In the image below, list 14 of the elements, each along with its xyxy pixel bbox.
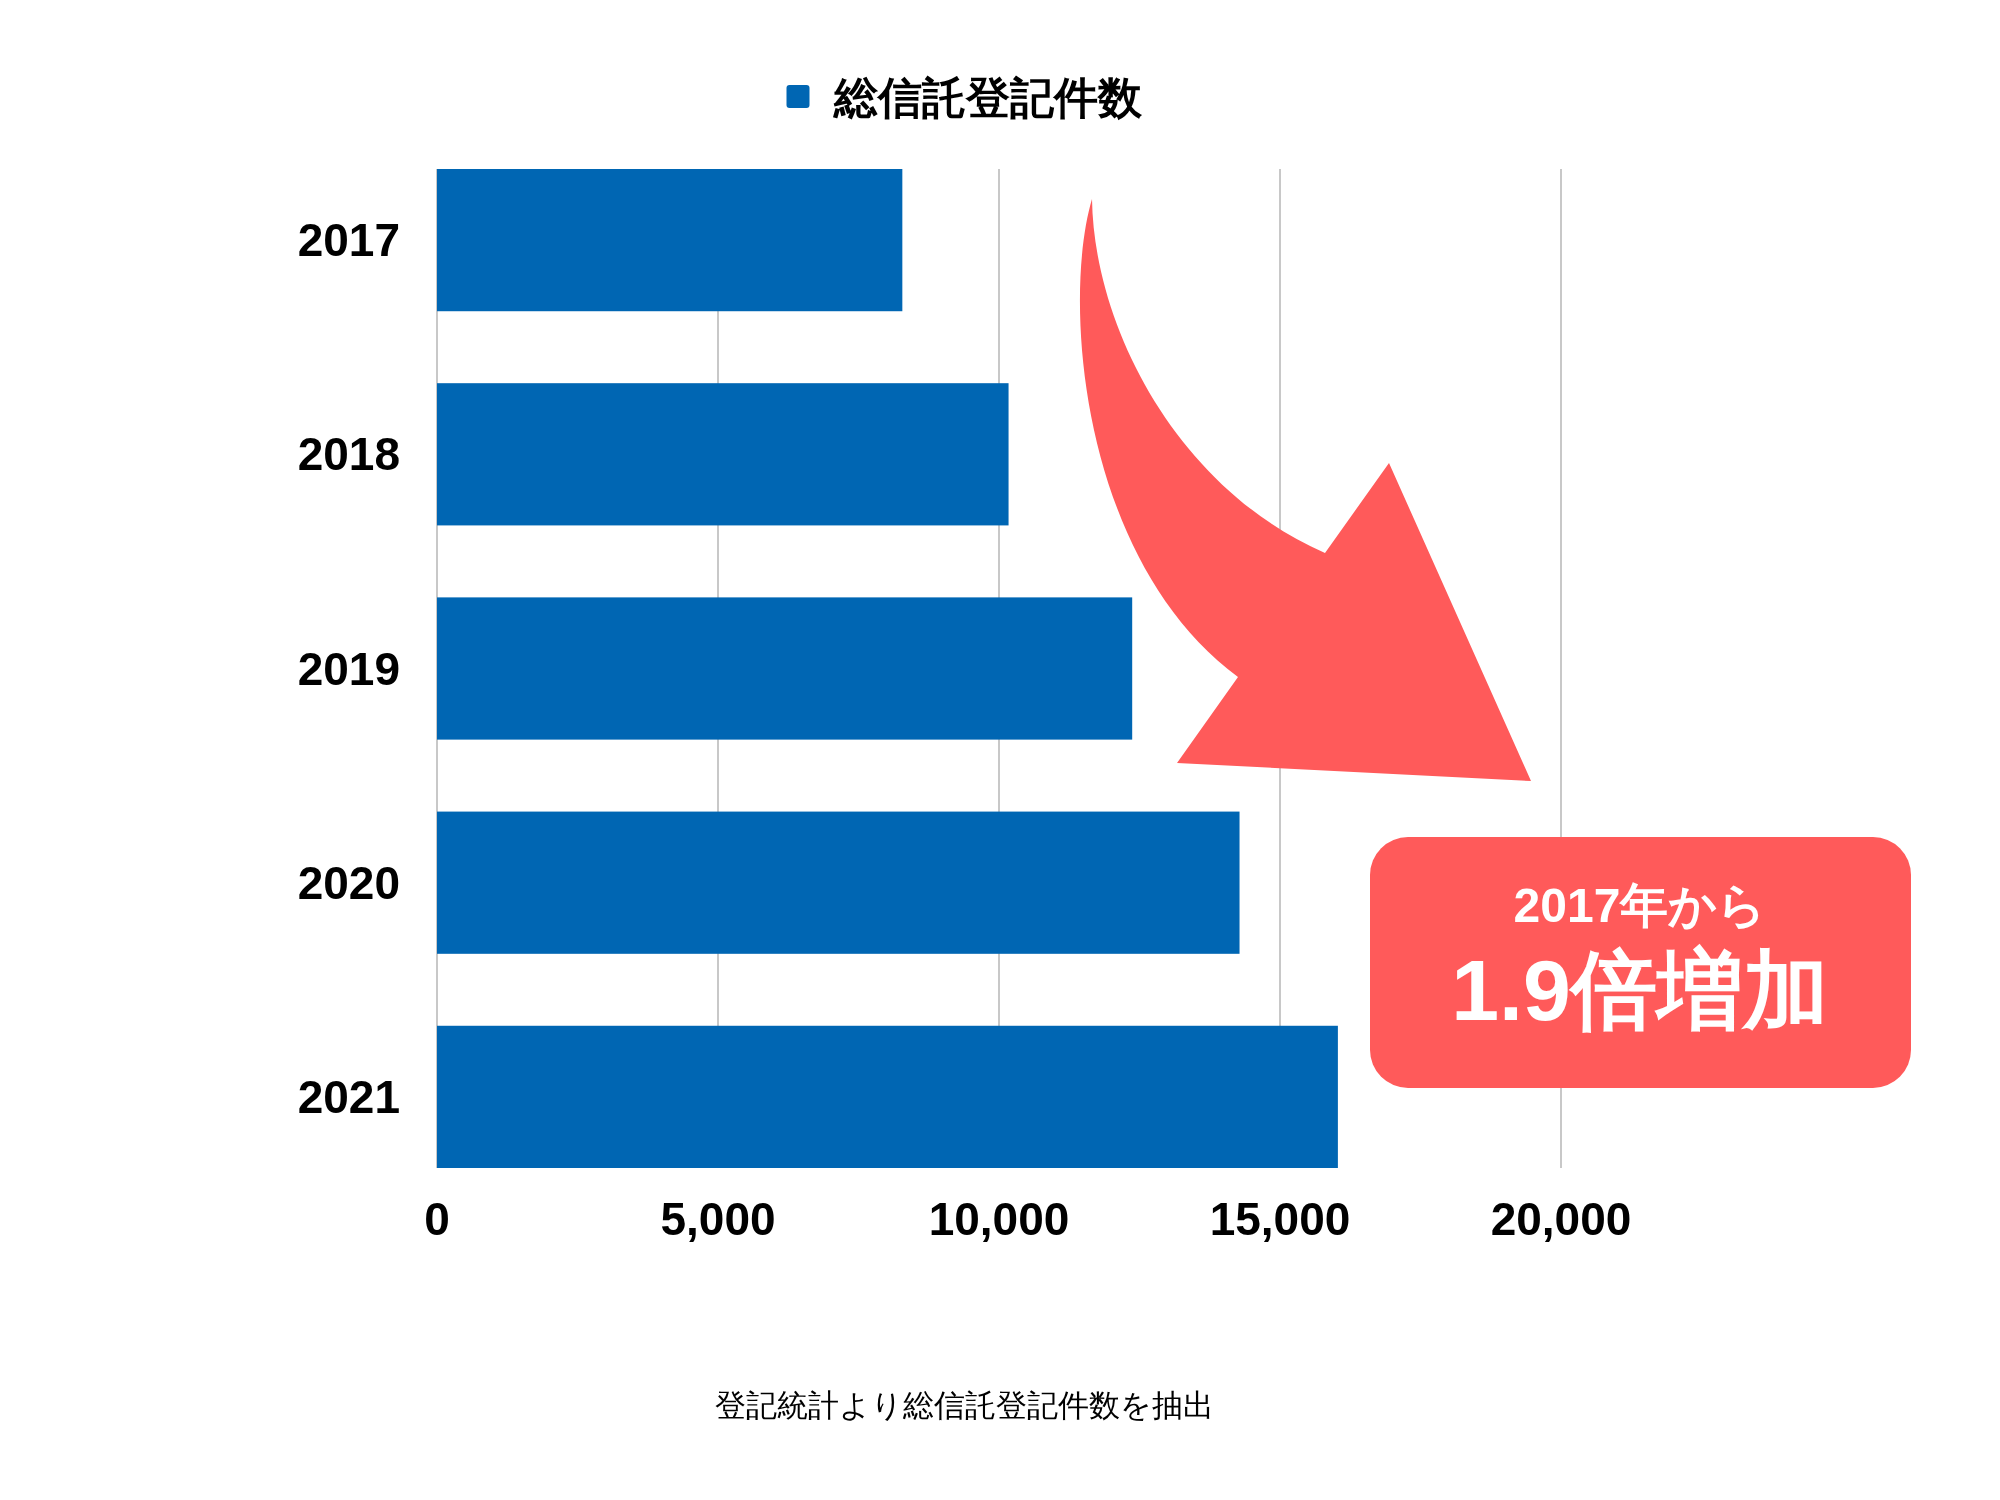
bar bbox=[437, 169, 903, 312]
bar bbox=[437, 1025, 1338, 1168]
text: 登記統計より総信託登記件数を抽出 bbox=[714, 1387, 1214, 1423]
category-label: 2017 bbox=[297, 214, 400, 267]
bar bbox=[437, 811, 1240, 954]
bar bbox=[437, 383, 1009, 526]
category-label: 2020 bbox=[297, 856, 400, 909]
annotation: 2017年から bbox=[1513, 878, 1767, 932]
bar bbox=[437, 597, 1133, 740]
annotation: 1.9倍増加 bbox=[1451, 942, 1829, 1038]
category-label: 2019 bbox=[297, 642, 400, 695]
category-label: 2021 bbox=[297, 1070, 400, 1123]
legend: 総信託登記件数 bbox=[786, 72, 1142, 122]
category-label: 2018 bbox=[297, 428, 400, 481]
